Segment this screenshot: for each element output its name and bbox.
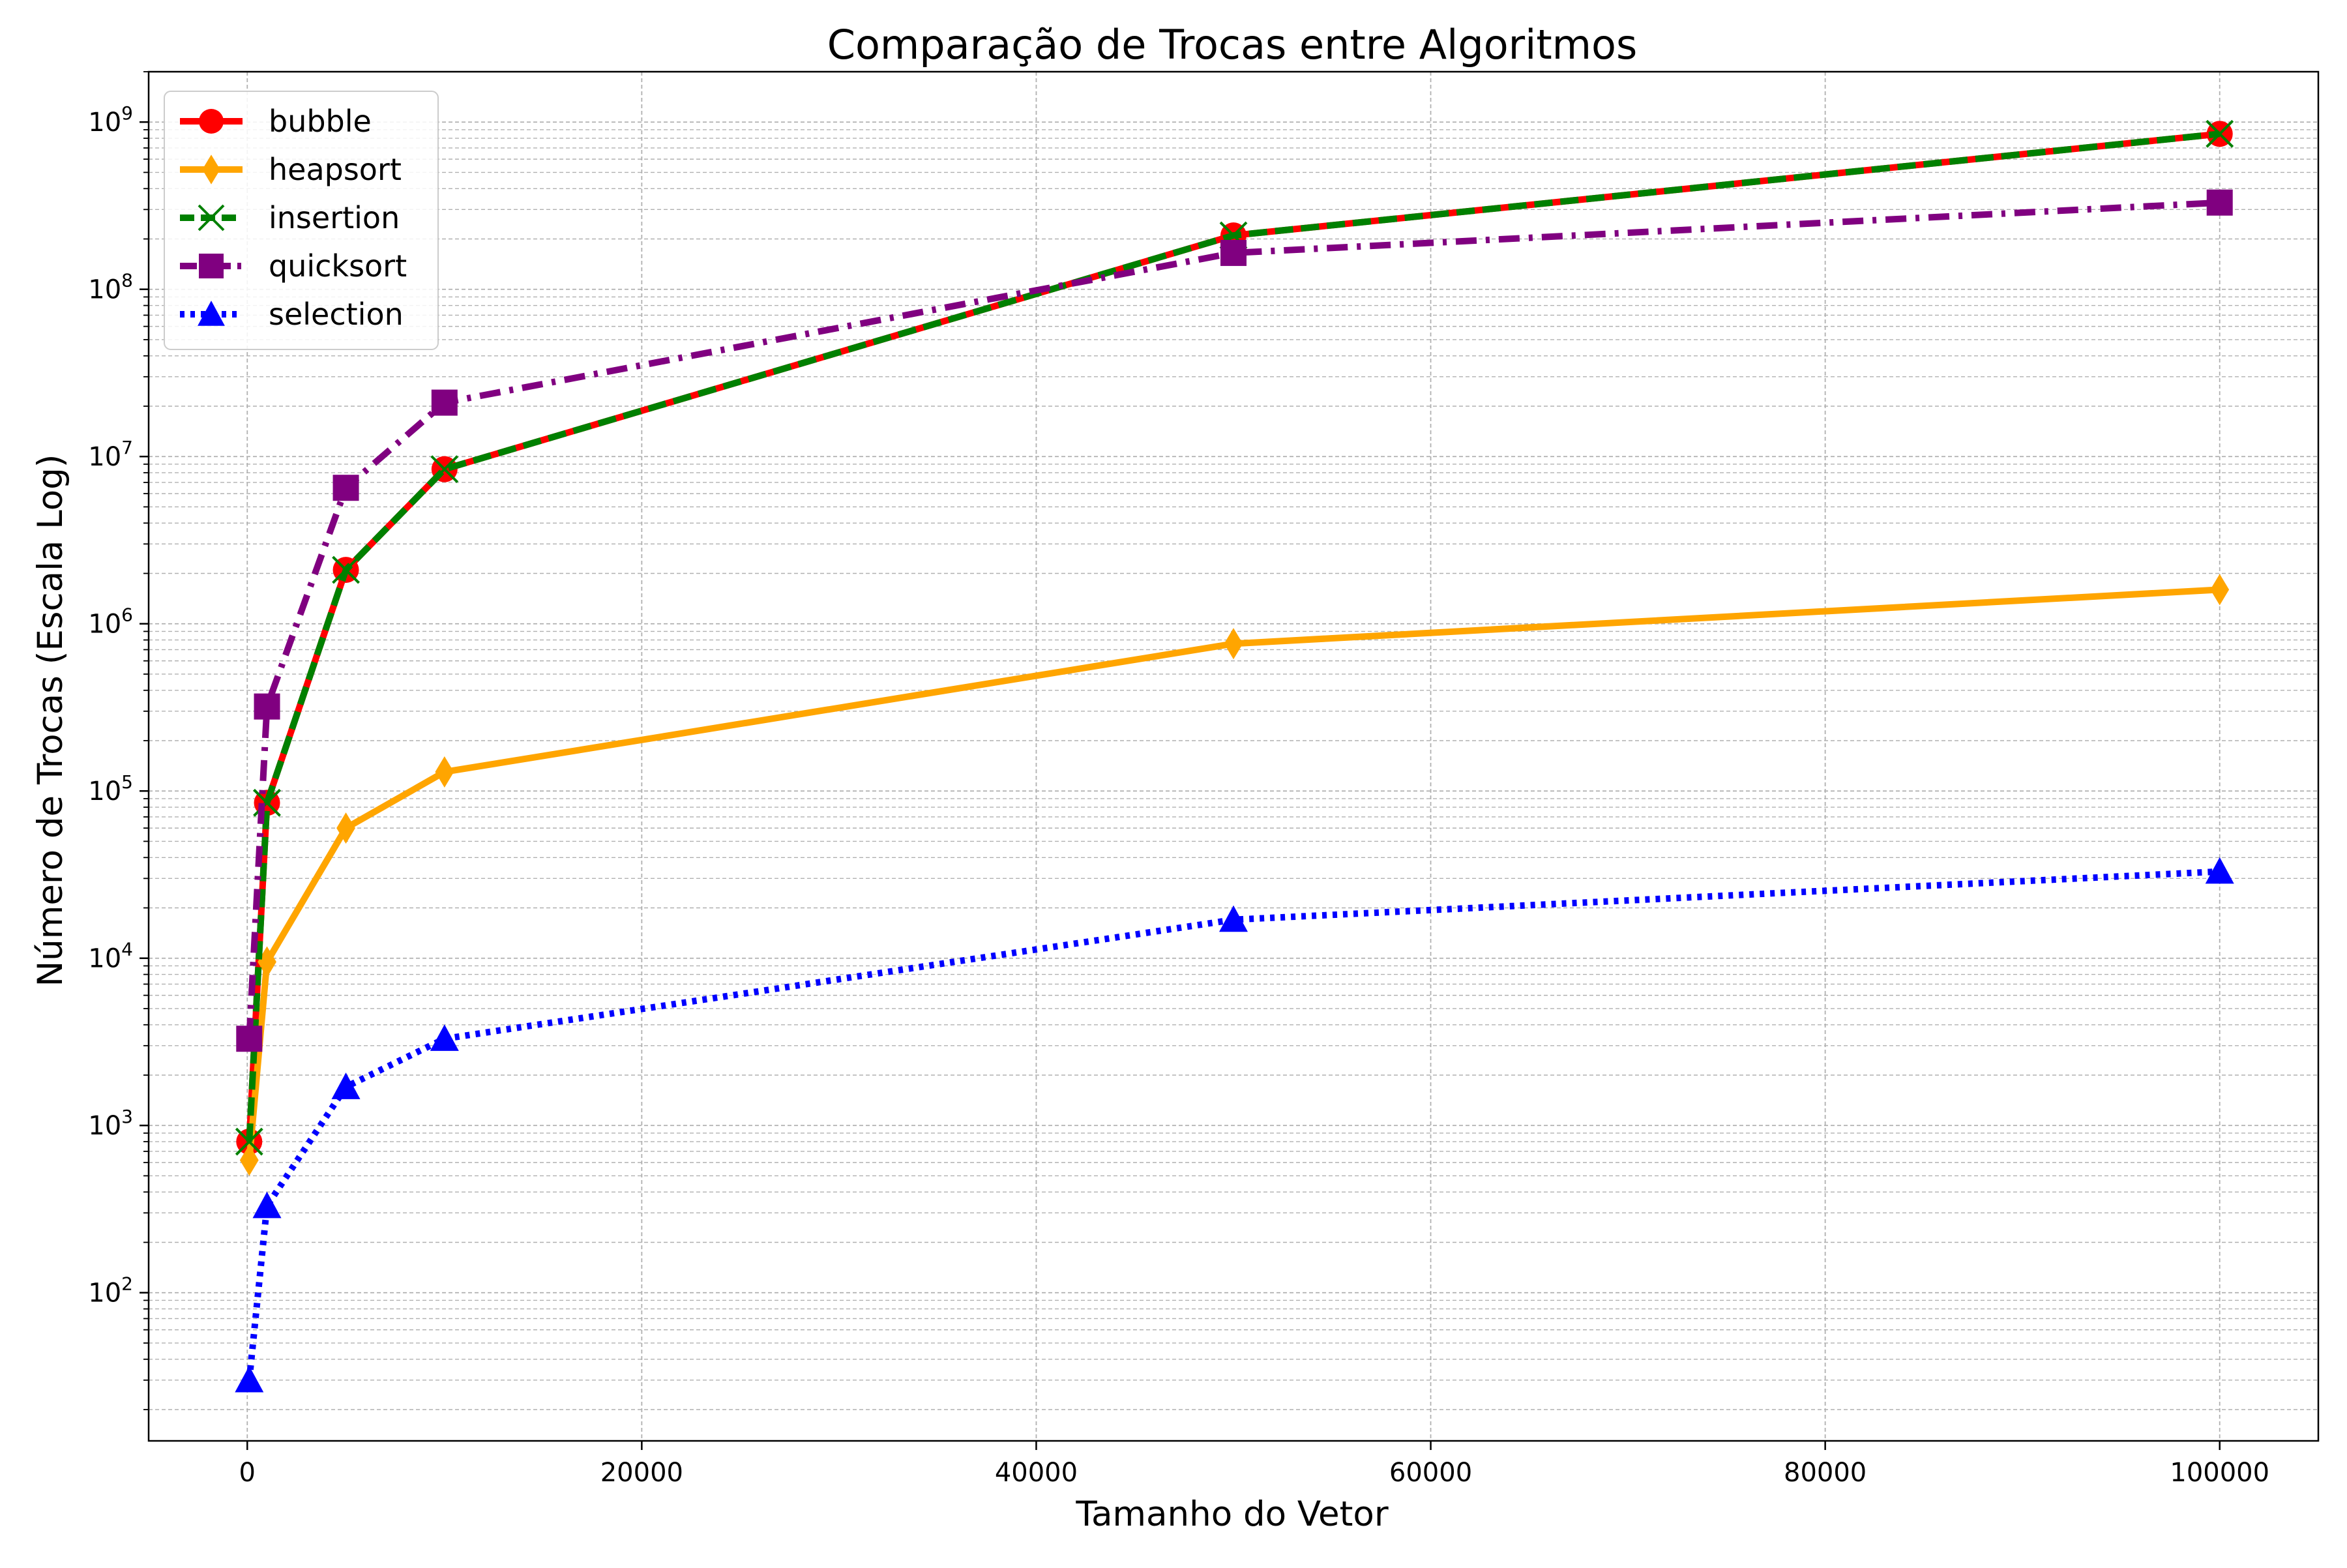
series-heapsort <box>239 574 2230 1176</box>
marker-stroke <box>2206 119 2234 148</box>
series-line-insertion <box>246 130 2221 1142</box>
y-tick-label: 102 <box>88 1273 133 1309</box>
legend-marker <box>202 155 220 185</box>
data-point-heapsort <box>435 756 454 788</box>
marker-stroke <box>430 455 459 484</box>
legend-item-insertion: insertion <box>180 200 400 235</box>
x-tick-label: 80000 <box>1784 1458 1867 1488</box>
series-line-heapsort <box>246 586 2221 1161</box>
series-insertion <box>235 119 2234 1156</box>
x-tick-label: 60000 <box>1389 1458 1472 1488</box>
data-point-heapsort <box>1224 628 1243 660</box>
data-point-heapsort <box>239 1144 259 1176</box>
legend-marker <box>199 254 224 278</box>
data-point-insertion <box>332 555 360 584</box>
data-point-heapsort <box>2210 574 2230 606</box>
y-tick-label: 106 <box>88 604 133 640</box>
data-point-quicksort <box>254 693 280 720</box>
data-point-selection <box>2205 857 2234 884</box>
x-axis-label: Tamanho do Vetor <box>1075 1494 1389 1534</box>
legend-box <box>164 91 439 350</box>
data-point-heapsort <box>336 812 355 844</box>
x-tick-label: 100000 <box>2170 1458 2269 1488</box>
grid <box>149 71 2318 1441</box>
data-point-insertion <box>235 1127 263 1156</box>
legend-item-quicksort: quicksort <box>180 248 407 284</box>
data-point-insertion <box>2206 119 2234 148</box>
legend-label: selection <box>269 297 404 332</box>
marker-stroke <box>235 1127 263 1156</box>
chart-title: Comparação de Trocas entre Algoritmos <box>827 21 1638 68</box>
data-point-quicksort <box>1220 239 1247 266</box>
legend-label: quicksort <box>269 248 407 284</box>
data-point-selection <box>252 1191 282 1219</box>
marker-stroke <box>332 555 360 584</box>
data-point-selection <box>430 1024 459 1051</box>
y-axis-label: Número de Trocas (Escala Log) <box>31 454 70 987</box>
series-line-selection <box>246 868 2220 1381</box>
x-tick-label: 0 <box>239 1458 256 1488</box>
y-tick-label: 107 <box>88 437 133 472</box>
marker-stroke <box>198 204 225 231</box>
data-point-selection <box>1219 905 1248 932</box>
data-point-quicksort <box>2206 189 2233 216</box>
data-point-insertion <box>430 455 459 484</box>
legend: bubble heapsort insertion quicksort selectio… <box>164 91 439 350</box>
legend-label: insertion <box>269 200 400 235</box>
y-tick-label: 109 <box>88 102 133 138</box>
y-tick-label: 103 <box>88 1106 133 1141</box>
legend-marker <box>198 301 225 326</box>
legend-marker <box>198 204 225 231</box>
series-quicksort <box>236 189 2233 1052</box>
y-tick-label: 104 <box>88 939 133 974</box>
y-tick-label: 105 <box>88 771 133 806</box>
plot-frame <box>147 70 2320 1442</box>
legend-item-selection: selection <box>180 297 404 332</box>
data-point-quicksort <box>236 1026 263 1052</box>
x-tick-label: 20000 <box>600 1458 683 1488</box>
series-line-quicksort <box>246 199 2220 1039</box>
series-lines <box>235 119 2234 1393</box>
axis-ticks: 0 20000 40000 60000 80000 100000 102 103 104 105 1… <box>88 71 2269 1488</box>
legend-item-heapsort: heapsort <box>180 152 402 187</box>
legend-label: bubble <box>269 104 372 139</box>
data-point-selection <box>331 1072 361 1099</box>
y-tick-label: 108 <box>88 270 133 305</box>
legend-item-bubble: bubble <box>180 104 372 139</box>
data-point-quicksort <box>332 475 359 501</box>
data-point-selection <box>235 1365 264 1393</box>
data-point-quicksort <box>431 389 458 416</box>
x-tick-label: 40000 <box>995 1458 1078 1488</box>
legend-marker <box>199 109 224 134</box>
legend-label: heapsort <box>269 152 402 187</box>
series-selection <box>235 857 2234 1393</box>
